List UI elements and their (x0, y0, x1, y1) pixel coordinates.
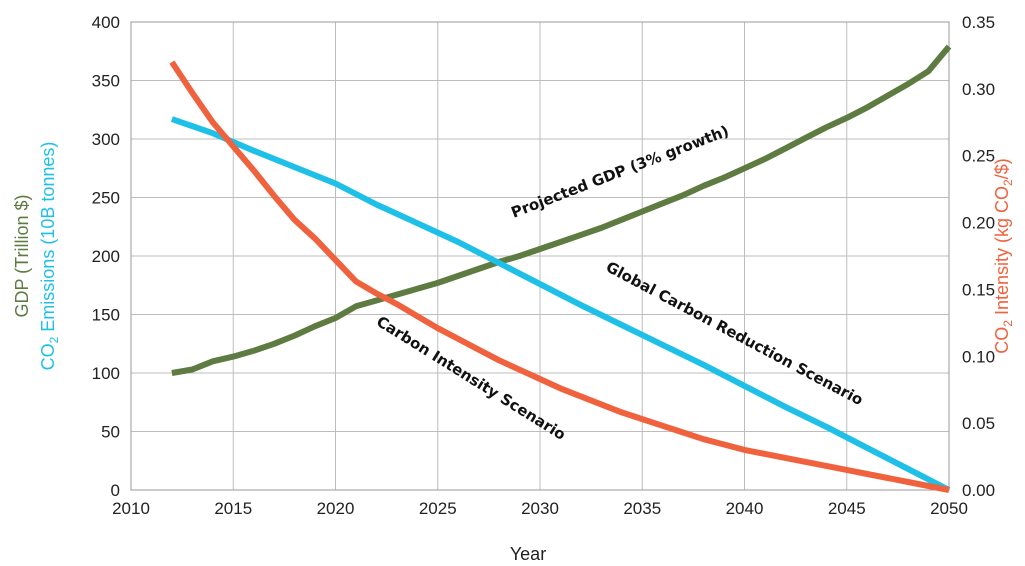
y-left-tick-label: 300 (92, 130, 120, 149)
y-left-tick-labels: 0 50 100 150 200 250 300 350 400 (92, 13, 120, 500)
series-lines (169, 44, 952, 493)
y-left-title-co: CO (38, 343, 58, 370)
y-right-title-mid: Intensity (kg CO (992, 186, 1012, 320)
y-left-title-rest: Emissions (10B tonnes) (38, 142, 58, 337)
y-left-tick-label: 350 (92, 72, 120, 91)
y-left-tick-label: 400 (92, 13, 120, 32)
gdp-line (171, 44, 952, 376)
y-left-tick-label: 200 (92, 247, 120, 266)
x-tick-label: 2040 (726, 499, 764, 518)
x-tick-label: 2020 (317, 499, 355, 518)
intensity-line (169, 60, 950, 493)
y-right-tick-label: 0.10 (962, 347, 995, 366)
y-left-tick-label: 150 (92, 306, 120, 325)
y-left-title-emissions: CO2 Emissions (10B tonnes) (38, 142, 61, 371)
y-left-tick-label: 100 (92, 364, 120, 383)
series-annotations: Projected GDP (3% growth)Global Carbon R… (373, 122, 866, 444)
y-right-title-co: CO (992, 327, 1012, 354)
x-tick-label: 2045 (828, 499, 866, 518)
x-tick-label: 2010 (112, 499, 150, 518)
x-tick-label: 2035 (623, 499, 661, 518)
y-left-tick-label: 0 (111, 481, 120, 500)
x-tick-label: 2030 (521, 499, 559, 518)
y-left-title-sub: 2 (47, 336, 61, 343)
y-right-tick-label: 0.15 (962, 280, 995, 299)
x-tick-label: 2025 (419, 499, 457, 518)
y-right-title-end: /$) (992, 158, 1012, 179)
y-right-tick-label: 0.35 (962, 13, 995, 32)
y-right-tick-labels: 0.00 0.05 0.10 0.15 0.20 0.25 0.30 0.35 (962, 13, 995, 500)
y-right-title-sub2: 2 (1001, 179, 1015, 186)
y-left-tick-label: 250 (92, 189, 120, 208)
y-left-title-gdp: GDP (Trillion $) (12, 194, 32, 317)
x-axis-title: Year (510, 544, 546, 564)
x-tick-label: 2050 (930, 499, 968, 518)
y-right-tick-label: 0.30 (962, 80, 995, 99)
emissions-line (170, 116, 951, 493)
x-tick-labels: 2010 2015 2020 2025 2030 2035 2040 2045 2050 (112, 499, 968, 518)
y-right-title: CO2 Intensity (kg CO2/$) (992, 158, 1015, 353)
x-tick-label: 2015 (214, 499, 252, 518)
gdp-label: Projected GDP (3% growth) (509, 122, 732, 222)
y-right-title-sub: 2 (1001, 320, 1015, 327)
y-left-tick-label: 50 (101, 423, 120, 442)
y-right-tick-label: 0.20 (962, 214, 995, 233)
y-right-tick-label: 0.00 (962, 481, 995, 500)
y-right-tick-label: 0.25 (962, 147, 995, 166)
y-right-tick-label: 0.05 (962, 414, 995, 433)
plot-frame (130, 21, 950, 491)
